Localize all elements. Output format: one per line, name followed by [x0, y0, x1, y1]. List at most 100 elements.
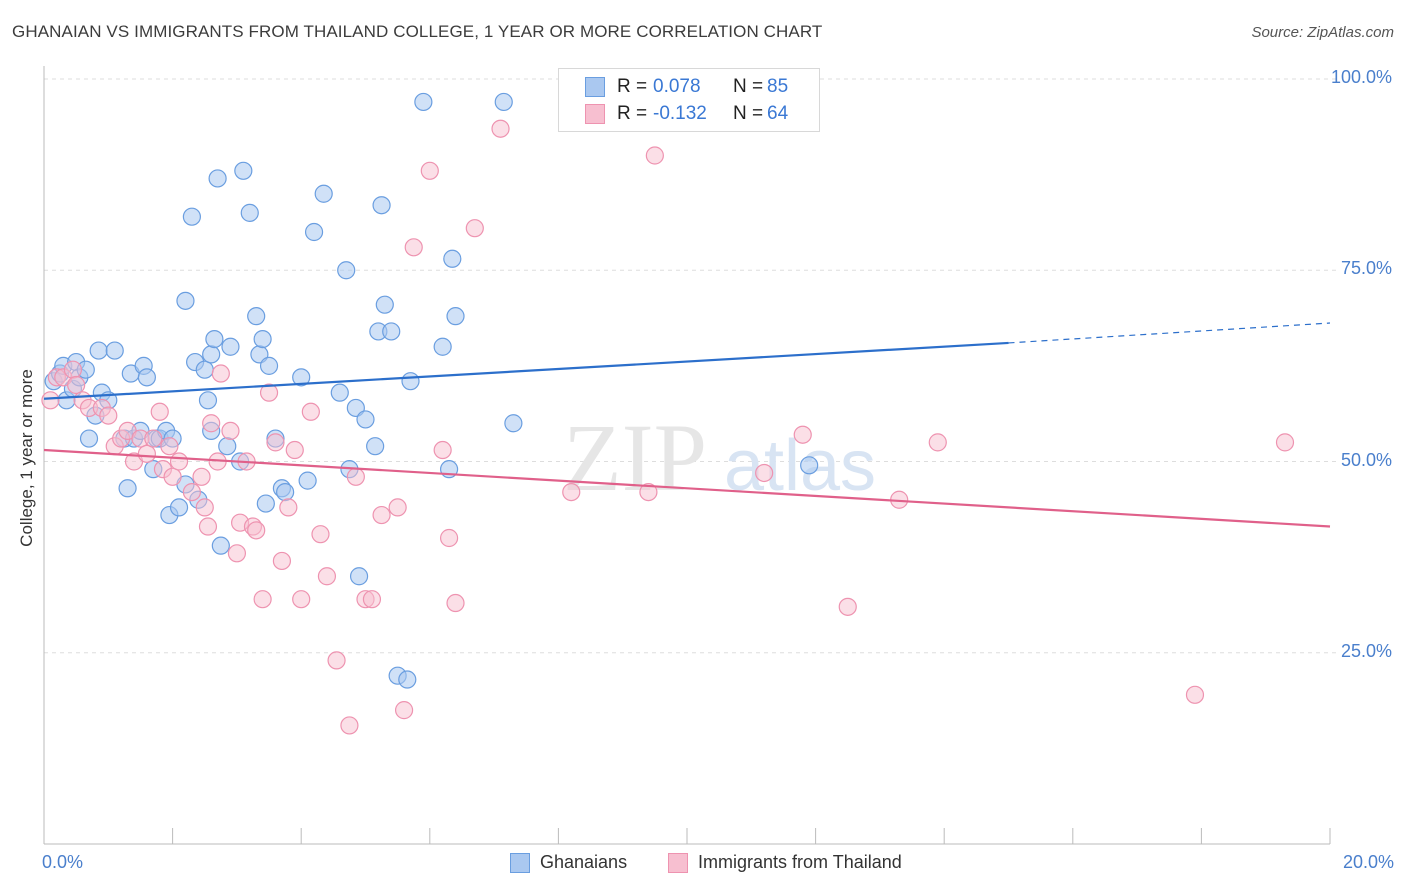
- y-tick-label: 25.0%: [1340, 640, 1392, 661]
- data-point-ghanaians: [372, 196, 391, 215]
- data-point-ghanaians: [337, 261, 356, 280]
- data-point-thailand: [317, 567, 337, 586]
- legend-swatch-pink: [668, 852, 688, 873]
- data-point-thailand: [99, 406, 118, 425]
- x-tick-max: 20.0%: [1342, 852, 1394, 872]
- data-point-thailand: [433, 440, 452, 460]
- data-point-thailand: [247, 521, 266, 540]
- data-point-thailand: [169, 452, 189, 471]
- data-point-ghanaians: [205, 330, 224, 349]
- data-point-ghanaians: [504, 414, 523, 433]
- data-point-ghanaians: [414, 92, 433, 112]
- data-point-thailand: [372, 505, 391, 525]
- data-point-ghanaians: [208, 169, 227, 188]
- data-point-thailand: [182, 483, 201, 502]
- data-point-ghanaians: [349, 567, 369, 586]
- data-point-ghanaians: [256, 494, 275, 513]
- legend-n-label: N =: [733, 103, 764, 124]
- data-point-ghanaians: [443, 249, 462, 268]
- source-label: Source: ZipAtlas.com: [1251, 24, 1394, 41]
- data-point-ghanaians: [401, 372, 420, 391]
- data-point-ghanaians: [79, 429, 99, 448]
- data-point-thailand: [41, 391, 60, 410]
- data-point-thailand: [645, 146, 664, 165]
- legend-row-ghanaians: R = 0.078 N = 85: [585, 75, 788, 99]
- data-point-ghanaians: [211, 536, 230, 555]
- bottom-legend-thailand: Immigrants from Thailand: [668, 852, 902, 873]
- data-point-thailand: [346, 467, 365, 486]
- data-point-ghanaians: [118, 479, 137, 498]
- data-point-ghanaians: [182, 207, 201, 226]
- data-point-thailand: [639, 483, 658, 502]
- y-tick-label: 50.0%: [1340, 449, 1392, 470]
- data-point-thailand: [491, 119, 510, 138]
- data-point-thailand: [562, 483, 581, 502]
- data-point-thailand: [340, 716, 359, 735]
- legend-r-label: R =: [617, 76, 648, 97]
- legend-swatch-blue: [585, 77, 605, 97]
- data-point-thailand: [465, 219, 484, 238]
- data-point-thailand: [67, 375, 86, 395]
- data-point-thailand: [362, 590, 382, 609]
- x-tick-min: 0.0%: [42, 852, 84, 872]
- data-point-ghanaians: [298, 471, 317, 490]
- y-tick-label: 100.0%: [1330, 67, 1392, 87]
- trend-line-thailand: [43, 448, 1331, 528]
- watermark: ZIP atlas: [563, 404, 876, 511]
- data-point-ghanaians: [195, 360, 214, 379]
- data-point-thailand: [211, 364, 230, 383]
- data-point-thailand: [394, 701, 414, 720]
- data-point-ghanaians: [375, 295, 394, 314]
- trend-line-ghanaians-extension: [1008, 322, 1331, 344]
- data-point-thailand: [160, 437, 179, 456]
- data-point-ghanaians: [446, 307, 465, 326]
- watermark-zip: ZIP: [563, 404, 707, 511]
- data-point-thailand: [311, 525, 330, 544]
- legend-n-value: 64: [767, 103, 789, 124]
- data-point-ghanaians: [198, 391, 218, 410]
- correlation-legend: R = 0.078 N = 85 R = -0.132 N = 64: [558, 68, 820, 132]
- data-point-ghanaians: [330, 383, 349, 402]
- data-point-ghanaians: [202, 345, 221, 364]
- data-point-thailand: [198, 517, 218, 536]
- data-point-thailand: [755, 463, 774, 483]
- legend-label-ghanaians: Ghanaians: [540, 852, 628, 872]
- trend-lines: [43, 322, 1331, 528]
- trend-line-ghanaians: [43, 341, 1009, 400]
- data-point-ghanaians: [398, 670, 417, 689]
- data-point-ghanaians: [234, 161, 253, 180]
- data-point-thailand: [195, 498, 214, 517]
- data-point-ghanaians: [366, 437, 385, 456]
- data-point-thailand: [1275, 433, 1295, 452]
- data-point-ghanaians: [494, 92, 513, 112]
- data-point-ghanaians: [382, 322, 401, 341]
- data-point-thailand: [928, 433, 947, 452]
- data-point-thailand: [439, 528, 459, 548]
- data-point-ghanaians: [800, 456, 819, 475]
- legend-label-thailand: Immigrants from Thailand: [698, 852, 902, 872]
- data-point-thailand: [202, 414, 221, 433]
- data-point-thailand: [192, 467, 211, 486]
- chart-title: GHANAIAN VS IMMIGRANTS FROM THAILAND COL…: [12, 22, 823, 41]
- thailand-points: [41, 119, 1295, 735]
- data-point-thailand: [327, 651, 346, 670]
- data-point-thailand: [253, 590, 272, 609]
- data-point-ghanaians: [105, 341, 124, 360]
- data-point-thailand: [150, 402, 169, 421]
- data-point-ghanaians: [304, 222, 324, 242]
- data-point-thailand: [446, 593, 465, 613]
- data-point-thailand: [292, 590, 311, 609]
- data-point-thailand: [63, 360, 83, 379]
- axes: [43, 66, 1331, 845]
- data-point-ghanaians: [137, 368, 156, 387]
- data-point-ghanaians: [169, 498, 189, 517]
- data-point-thailand: [838, 597, 857, 616]
- data-point-thailand: [266, 433, 285, 452]
- legend-swatch-pink: [585, 104, 605, 124]
- data-point-ghanaians: [221, 337, 240, 356]
- data-point-ghanaians: [253, 330, 272, 349]
- data-point-ghanaians: [292, 368, 311, 387]
- data-point-ghanaians: [433, 337, 452, 356]
- data-point-thailand: [259, 383, 279, 402]
- data-point-ghanaians: [247, 307, 266, 326]
